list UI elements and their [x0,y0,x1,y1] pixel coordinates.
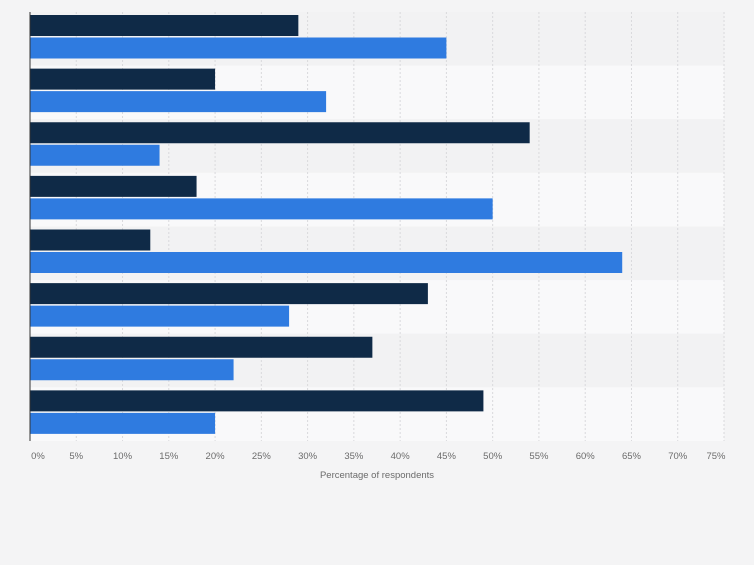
x-tick-label: 40% [391,451,411,462]
x-tick-label: 75% [706,451,726,462]
bar-series-1 [30,283,428,305]
bar-series-2 [30,305,290,327]
x-axis-ticks: 0% 5% 10% 15% 20% 25% 30% 35% 40% 45% 50% 55% 60% 65%… [31,451,726,462]
x-tick-label: 5% [69,451,83,462]
x-tick-label: 0% [31,451,45,462]
bar-series-2 [30,91,327,113]
x-tick-label: 30% [298,451,318,462]
bar-series-2 [30,37,447,59]
x-tick-label: 55% [529,451,549,462]
bar-series-1 [30,336,373,358]
x-tick-label: 10% [113,451,133,462]
bar-series-1 [30,229,151,251]
bar-series-1 [30,390,484,412]
bar-series-2 [30,198,493,220]
bar-series-2 [30,412,216,434]
x-tick-label: 20% [206,451,226,462]
x-tick-label: 50% [483,451,503,462]
x-tick-label: 65% [622,451,642,462]
bar-series-1 [30,175,197,197]
x-tick-label: 15% [159,451,179,462]
bar-series-1 [30,68,216,90]
bar-series-2 [30,359,234,381]
bar-series-2 [30,144,160,166]
x-tick-label: 70% [668,451,688,462]
x-tick-label: 60% [576,451,596,462]
bars [30,15,623,434]
x-tick-label: 45% [437,451,457,462]
bar-series-1 [30,15,299,36]
bar-series-1 [30,122,530,144]
x-tick-label: 35% [344,451,364,462]
bar-series-2 [30,252,623,273]
x-axis-label: Percentage of respondents [320,470,434,481]
x-tick-label: 25% [252,451,272,462]
